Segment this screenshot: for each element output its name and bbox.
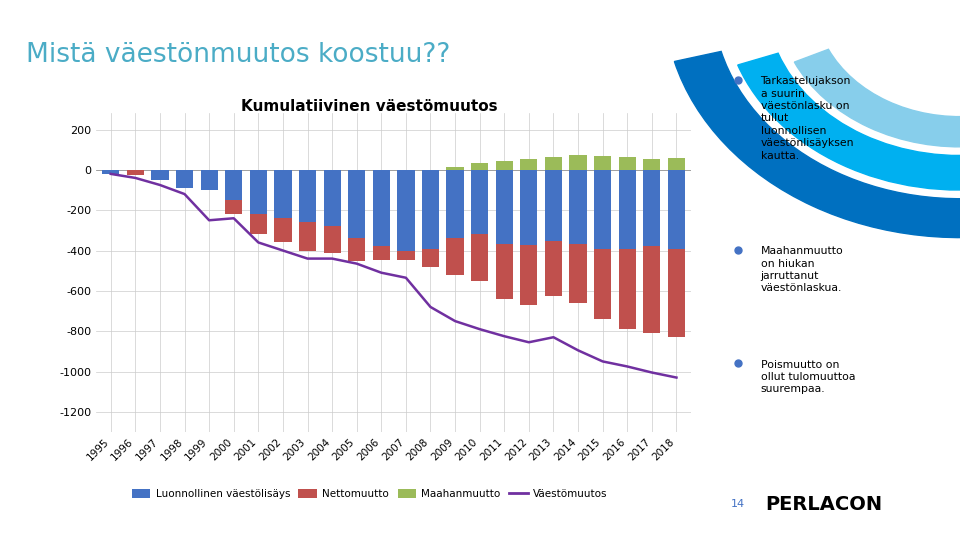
Bar [545, 170, 562, 241]
Bar [520, 246, 538, 305]
Väestömuutos [621, 363, 633, 370]
Väestömuutos [400, 274, 412, 281]
Bar [250, 214, 267, 234]
Bar [102, 170, 119, 174]
Bar [545, 157, 562, 170]
Bar [495, 170, 513, 245]
Väestömuutos [597, 358, 609, 365]
Legend: Luonnollinen väestölisäys, Nettomuutto, Maahanmuutto, Väestömuutos: Luonnollinen väestölisäys, Nettomuutto, … [128, 485, 612, 503]
Bar [618, 157, 636, 170]
Väestömuutos [130, 174, 141, 181]
Bar [668, 170, 685, 248]
Wedge shape [794, 49, 960, 147]
Bar [324, 226, 341, 253]
Väestömuutos [301, 255, 313, 262]
Text: Tarkastelujakson
a suurin
väestönlasku on
tullut
luonnollisen
väestönlisäyksen
k: Tarkastelujakson a suurin väestönlasku o… [760, 76, 854, 160]
Väestömuutos [548, 334, 560, 340]
Väestömuutos [646, 369, 658, 376]
Bar [127, 170, 144, 175]
Väestömuutos [277, 247, 289, 254]
Bar [127, 170, 144, 175]
Bar [226, 200, 242, 214]
Bar [348, 170, 366, 239]
Text: Kumulatiivinen väestömuutos: Kumulatiivinen väestömuutos [241, 99, 498, 114]
Bar [594, 248, 612, 319]
Bar [569, 170, 587, 245]
Väestömuutos [523, 339, 535, 346]
Bar [643, 170, 660, 246]
Bar [668, 248, 685, 337]
Bar [176, 170, 193, 188]
Bar [446, 170, 464, 239]
Bar [569, 245, 587, 303]
Väestömuutos [498, 333, 510, 340]
Bar [250, 170, 267, 214]
Bar [471, 163, 489, 170]
Bar [421, 170, 439, 248]
Text: PERLACON: PERLACON [765, 495, 882, 514]
Väestömuutos [671, 374, 683, 381]
Bar [594, 156, 612, 170]
Väestömuutos [351, 260, 363, 267]
Bar [397, 170, 415, 251]
Väestömuutos [228, 215, 239, 221]
Wedge shape [674, 51, 960, 238]
Bar [643, 159, 660, 170]
Bar [471, 170, 489, 234]
Bar [495, 245, 513, 299]
Bar [618, 248, 636, 329]
Text: Poismuutto on
ollut tulomuuttoa
suurempaa.: Poismuutto on ollut tulomuuttoa suurempa… [760, 360, 855, 394]
Väestömuutos [105, 171, 116, 177]
Text: Mistä väestönmuutos koostuu??: Mistä väestönmuutos koostuu?? [26, 42, 450, 68]
Väestömuutos [252, 239, 264, 246]
Väestömuutos [375, 269, 387, 276]
Line: Väestömuutos: Väestömuutos [110, 174, 677, 377]
Bar [372, 246, 390, 260]
Bar [152, 170, 169, 180]
Text: Maahanmuutto
on hiukan
jarruttanut
väestönlaskua.: Maahanmuutto on hiukan jarruttanut väest… [760, 246, 843, 293]
Bar [348, 239, 366, 261]
Bar [594, 170, 612, 248]
Wedge shape [737, 53, 960, 190]
Väestömuutos [204, 217, 215, 224]
Bar [471, 234, 489, 281]
Väestömuutos [155, 182, 166, 188]
Väestömuutos [326, 255, 338, 262]
Bar [495, 161, 513, 170]
Bar [201, 170, 218, 190]
Väestömuutos [424, 303, 436, 310]
Bar [275, 218, 292, 242]
Bar [446, 167, 464, 170]
Bar [299, 170, 316, 222]
Väestömuutos [474, 326, 486, 333]
Väestömuutos [449, 318, 461, 325]
Bar [226, 170, 242, 200]
Väestömuutos [179, 191, 190, 197]
Bar [372, 170, 390, 246]
Bar [520, 170, 538, 246]
Bar [643, 246, 660, 333]
Bar [668, 158, 685, 170]
Bar [446, 239, 464, 275]
Bar [299, 222, 316, 251]
Bar [324, 170, 341, 226]
Bar [397, 251, 415, 260]
Bar [618, 170, 636, 248]
Bar [275, 170, 292, 218]
Väestömuutos [572, 347, 584, 354]
Bar [421, 248, 439, 267]
Bar [545, 241, 562, 296]
Text: 14: 14 [731, 500, 745, 509]
Bar [569, 155, 587, 170]
Bar [520, 159, 538, 170]
